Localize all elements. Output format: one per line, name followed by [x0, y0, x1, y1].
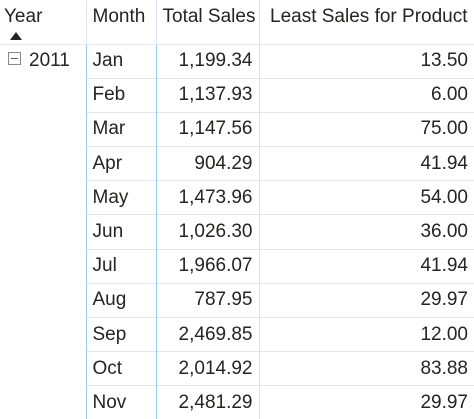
- least-sales-header-label: Least Sales for Product: [270, 6, 468, 27]
- least-sales-cell: 29.97: [259, 385, 474, 419]
- total-sales-cell: 1,199.34: [156, 43, 260, 79]
- total-sales-cell: 2,481.29: [156, 385, 260, 419]
- least-sales-cell: 54.00: [259, 180, 474, 215]
- table-row: 2011 Jan 1,199.34 13.50: [0, 43, 474, 419]
- total-sales-header-label: Total Sales: [162, 6, 256, 27]
- least-sales-cell: 75.00: [259, 111, 474, 147]
- least-sales-cell: 41.94: [259, 146, 474, 181]
- least-sales-cell: 83.88: [259, 351, 474, 386]
- table-row: Jun 1,026.30 36.00: [0, 214, 474, 250]
- month-cell: Jan: [86, 43, 157, 79]
- table-row: Mar 1,147.56 75.00: [0, 111, 474, 147]
- total-sales-cell: 787.95: [156, 282, 260, 318]
- year-column-header[interactable]: Year: [0, 0, 87, 44]
- year-label: 2011: [29, 49, 70, 71]
- month-cell: Aug: [86, 282, 157, 318]
- table-row: Jul 1,966.07 41.94: [0, 248, 474, 284]
- month-header-label: Month: [92, 6, 146, 27]
- month-cell: Oct: [86, 351, 157, 386]
- total-sales-cell: 1,147.56: [156, 111, 260, 147]
- total-sales-cell: 1,966.07: [156, 248, 260, 284]
- least-sales-cell: 36.00: [259, 214, 474, 250]
- least-sales-cell: 29.97: [259, 282, 474, 318]
- month-column-header[interactable]: Month: [86, 0, 157, 44]
- year-row-header: 2011: [0, 44, 87, 419]
- least-sales-cell: 13.50: [259, 43, 474, 79]
- table-row: Aug 787.95 29.97: [0, 282, 474, 318]
- table-row: Sep 2,469.85 12.00: [0, 316, 474, 352]
- least-sales-column-header[interactable]: Least Sales for Product: [259, 0, 474, 44]
- table-row: Apr 904.29 41.94: [0, 146, 474, 181]
- year-header-label: Year: [4, 6, 43, 27]
- collapse-icon[interactable]: [8, 52, 21, 66]
- header-row: Year Month Total Sales Least Sales for P…: [0, 0, 474, 44]
- table-row: Oct 2,014.92 83.88: [0, 351, 474, 386]
- table-row: Nov 2,481.29 29.97: [0, 385, 474, 419]
- month-cell: Jun: [86, 214, 157, 250]
- month-cell: Apr: [86, 146, 157, 181]
- table-row: May 1,473.96 54.00: [0, 180, 474, 215]
- month-cell: Sep: [86, 316, 157, 352]
- least-sales-cell: 6.00: [259, 77, 474, 113]
- total-sales-column-header[interactable]: Total Sales: [156, 0, 260, 44]
- month-cell: Feb: [86, 77, 157, 113]
- total-sales-cell: 1,026.30: [156, 214, 260, 250]
- sort-ascending-icon[interactable]: [10, 32, 22, 40]
- month-cell: Jul: [86, 248, 157, 284]
- month-cell: Nov: [86, 385, 157, 419]
- total-sales-cell: 2,469.85: [156, 316, 260, 352]
- table-row: Feb 1,137.93 6.00: [0, 77, 474, 113]
- least-sales-cell: 12.00: [259, 316, 474, 352]
- least-sales-cell: 41.94: [259, 248, 474, 284]
- matrix-body: 2011 Jan 1,199.34 13.50 Feb 1,137.93 6.00 Mar 1,…: [0, 43, 474, 419]
- total-sales-cell: 1,137.93: [156, 77, 260, 113]
- total-sales-cell: 1,473.96: [156, 180, 260, 215]
- total-sales-cell: 2,014.92: [156, 351, 260, 386]
- month-cell: May: [86, 180, 157, 215]
- total-sales-cell: 904.29: [156, 146, 260, 181]
- month-cell: Mar: [86, 111, 157, 147]
